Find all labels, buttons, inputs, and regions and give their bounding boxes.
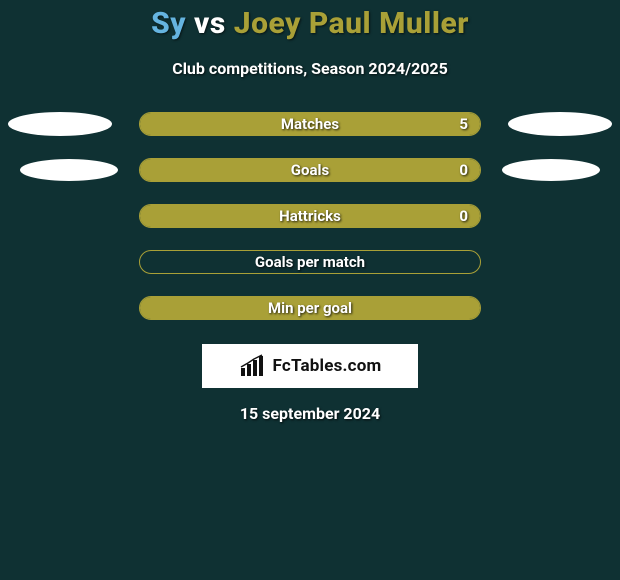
branding-badge: FcTables.com: [202, 344, 418, 388]
stat-pill: Goals per match: [139, 250, 481, 274]
stat-row: Hattricks 0: [0, 204, 620, 228]
stat-pill: Min per goal: [139, 296, 481, 320]
stat-row: Matches 5: [0, 112, 620, 136]
stat-row: Goals per match: [0, 250, 620, 274]
fctables-logo-icon: [239, 354, 267, 378]
player1-name: Sy: [151, 6, 186, 41]
stat-row: Goals 0: [0, 158, 620, 182]
stat-label: Goals per match: [255, 253, 365, 271]
stat-label: Hattricks: [279, 207, 341, 225]
comparison-card: Sy vs Joey Paul Muller Club competitions…: [0, 0, 620, 580]
player2-ellipse: [508, 112, 612, 136]
stat-pill: Hattricks 0: [139, 204, 481, 228]
stat-value-player2: 0: [459, 161, 468, 179]
vs-text: vs: [194, 6, 226, 41]
player2-name: Joey Paul Muller: [234, 6, 469, 41]
stat-pill: Goals 0: [139, 158, 481, 182]
stat-label: Min per goal: [268, 299, 352, 317]
subtitle: Club competitions, Season 2024/2025: [0, 59, 620, 78]
stat-label: Matches: [281, 115, 339, 133]
generated-date: 15 september 2024: [0, 404, 620, 423]
stat-value-player2: 0: [459, 207, 468, 225]
page-title: Sy vs Joey Paul Muller: [0, 0, 620, 41]
player1-ellipse: [20, 159, 118, 181]
player2-ellipse: [502, 159, 600, 181]
stat-rows: Matches 5 Goals 0 Hattricks 0 Goals per match M…: [0, 112, 620, 320]
stat-pill: Matches 5: [139, 112, 481, 136]
branding-text: FcTables.com: [273, 356, 382, 376]
stat-label: Goals: [291, 161, 329, 179]
player1-ellipse: [8, 112, 112, 136]
stat-value-player2: 5: [459, 115, 468, 133]
stat-row: Min per goal: [0, 296, 620, 320]
